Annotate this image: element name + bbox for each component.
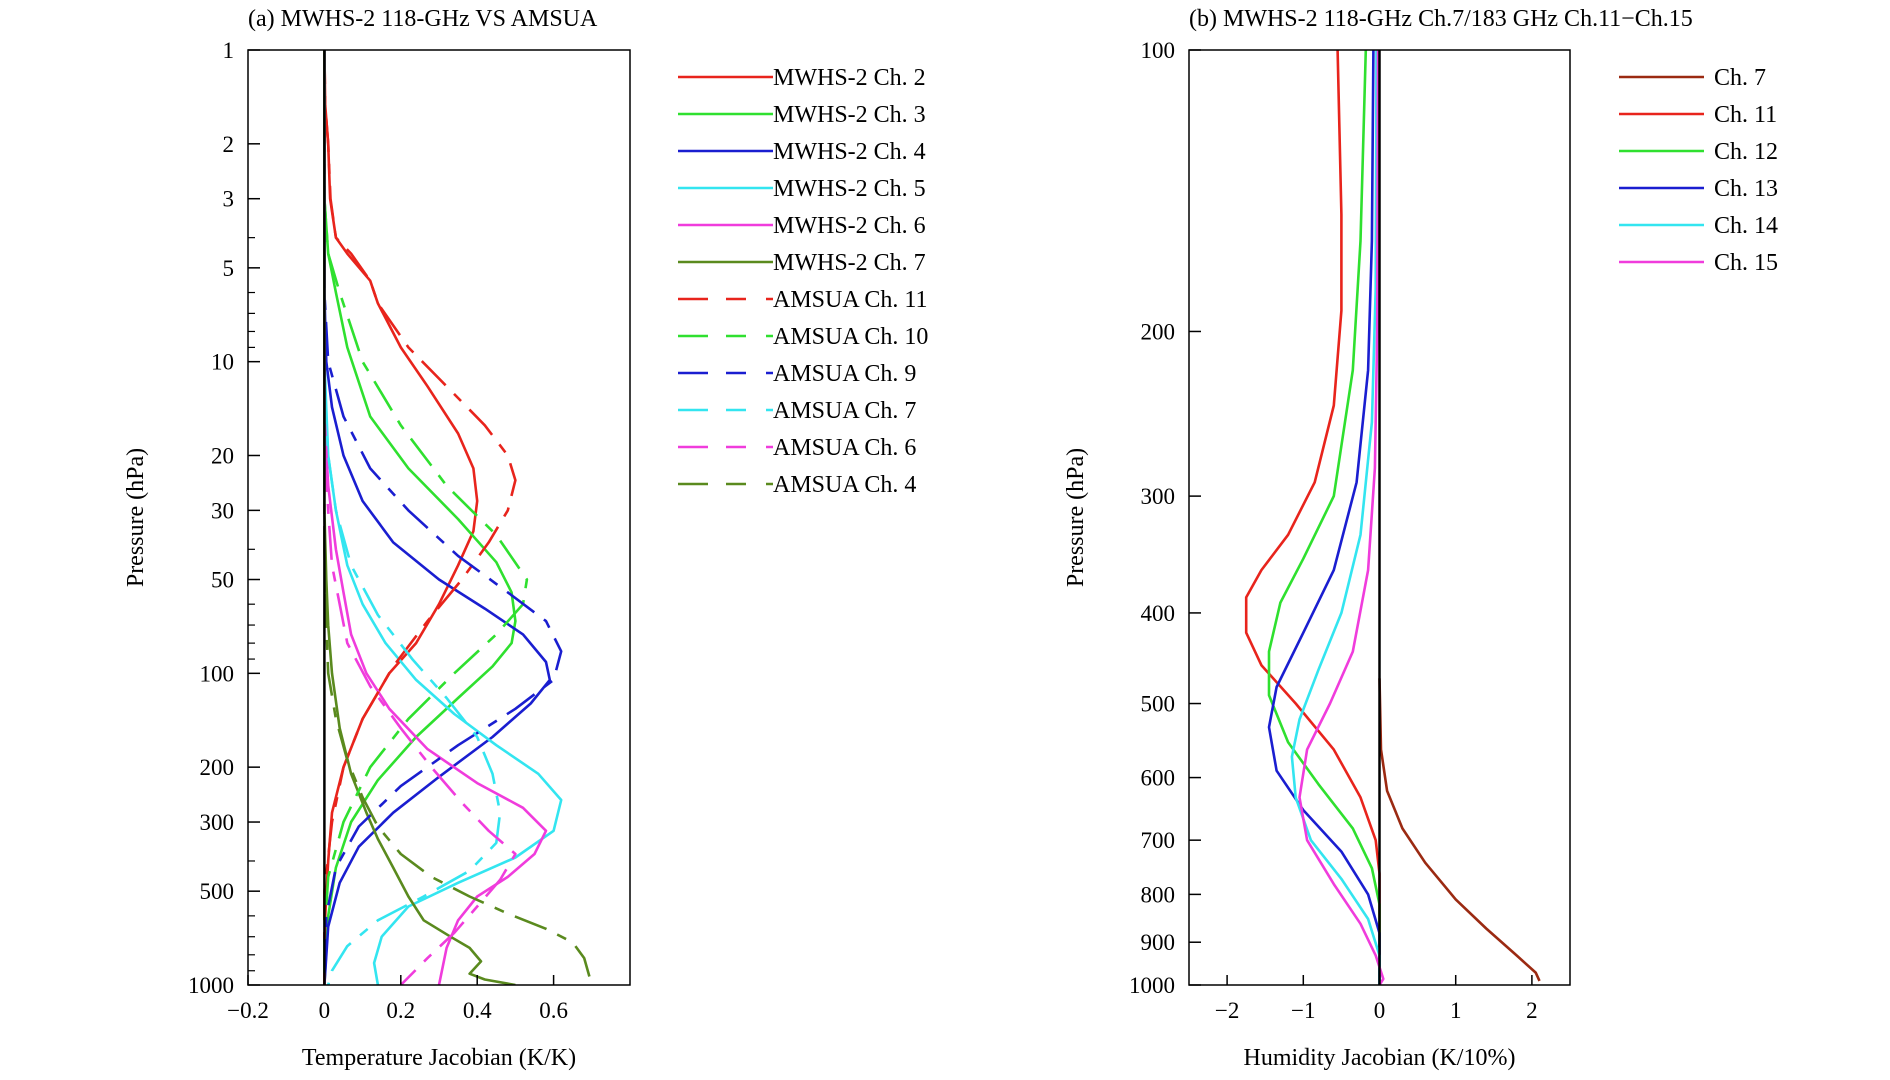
legend-label: Ch. 15 [1714,250,1778,276]
y-tick-label: 1 [223,38,235,63]
x-axis-label: Humidity Jacobian (K/10%) [1244,1045,1516,1071]
y-tick-label: 500 [1141,692,1176,717]
x-tick-label: 0.6 [539,998,568,1023]
y-tick-label: 100 [200,661,235,686]
legend-label: Ch. 13 [1714,176,1778,202]
y-tick-label: 2 [223,132,235,157]
y-tick-label: 1000 [188,973,234,998]
series-line-mwhs-2-ch-7 [323,50,516,985]
plot-frame [247,49,631,986]
legend-label: Ch. 12 [1714,139,1778,165]
series-lines [323,50,594,985]
y-tick-label: 600 [1141,766,1176,791]
legend: MWHS-2 Ch. 2 MWHS-2 Ch. 3 MWHS-2 Ch. 4 MWHS… [678,65,928,498]
y-tick-label: 800 [1141,882,1176,907]
chart-title: (a) MWHS-2 118-GHz VS AMSUA [248,6,598,32]
series-line-ch-7 [1378,678,1541,982]
y-tick-label: 500 [200,879,235,904]
series-line-mwhs-2-ch-6 [323,50,548,985]
legend-label: AMSUA Ch. 9 [773,361,916,387]
series-line-ch-13 [1267,50,1381,985]
x-tick-label: 0 [319,998,331,1023]
y-tick-label: 100 [1141,38,1176,63]
series-line-ch-14 [1290,50,1381,985]
legend-label: AMSUA Ch. 11 [773,287,927,313]
y-tick-label: 3 [223,187,235,212]
y-tick-label: 300 [200,810,235,835]
legend: Ch. 7 Ch. 11 Ch. 12 Ch. 13 Ch. 14 Ch. 15 [1619,65,1778,276]
series-line-ch-15 [1298,50,1385,985]
series-line-amsua-ch-11 [323,50,517,985]
series-line-amsua-ch-6 [323,50,517,985]
legend-label: MWHS-2 Ch. 7 [773,250,926,276]
y-tick-label: 400 [1141,601,1176,626]
legend-label: MWHS-2 Ch. 3 [773,102,926,128]
series-line-ch-11 [1244,50,1381,985]
y-tick-label: 10 [211,350,234,375]
y-tick-label: 700 [1141,828,1176,853]
y-tick-label: 200 [1141,319,1176,344]
legend-label: AMSUA Ch. 6 [773,435,916,461]
y-axis-label: Pressure (hPa) [123,448,149,587]
chart-title: (b) MWHS-2 118-GHz Ch.7/183 GHz Ch.11−Ch… [1189,6,1693,32]
series-lines [1244,50,1541,985]
legend-label: Ch. 11 [1714,102,1777,128]
legend-label: AMSUA Ch. 7 [773,398,916,424]
series-line-ch-12 [1267,50,1381,985]
x-tick-label: 0.2 [386,998,415,1023]
series-line-amsua-ch-9 [323,50,563,985]
y-axis-label: Pressure (hPa) [1063,448,1089,587]
x-tick-label: −2 [1215,998,1239,1023]
chart-panel-a: (a) MWHS-2 118-GHz VS AMSUA 1 2 3 5 10 20 30 50 1… [123,6,928,1071]
y-tick-label: 5 [223,256,235,281]
x-axis-label: Temperature Jacobian (K/K) [302,1045,576,1071]
x-tick-label: −1 [1291,998,1315,1023]
y-tick-label: 200 [200,755,235,780]
x-tick-label: 0.4 [463,998,492,1023]
y-tick-label: 50 [211,568,234,593]
legend-label: MWHS-2 Ch. 4 [773,139,926,165]
series-line-mwhs-2-ch-2 [323,50,479,985]
x-tick-label: 2 [1526,998,1538,1023]
legend-label: MWHS-2 Ch. 2 [773,65,926,91]
legend-label: AMSUA Ch. 10 [773,324,928,350]
y-tick-label: 30 [211,498,234,523]
legend-label: MWHS-2 Ch. 5 [773,176,926,202]
x-tick-label: −0.2 [227,998,269,1023]
y-tick-label: 300 [1141,484,1176,509]
series-line-mwhs-2-ch-3 [323,50,517,985]
legend-label: Ch. 14 [1714,213,1778,239]
y-tick-label: 900 [1141,930,1176,955]
series-line-amsua-ch-4 [323,50,594,985]
legend-label: Ch. 7 [1714,65,1766,91]
series-line-mwhs-2-ch-4 [323,50,552,985]
chart-panel-b: (b) MWHS-2 118-GHz Ch.7/183 GHz Ch.11−Ch… [1063,6,1778,1071]
series-line-amsua-ch-7 [323,50,502,985]
legend-label: AMSUA Ch. 4 [773,472,916,498]
y-tick-label: 1000 [1129,973,1175,998]
x-tick-label: 1 [1450,998,1462,1023]
y-tick-label: 20 [211,443,234,468]
series-line-amsua-ch-10 [323,50,529,985]
legend-label: MWHS-2 Ch. 6 [773,213,926,239]
x-tick-label: 0 [1374,998,1386,1023]
